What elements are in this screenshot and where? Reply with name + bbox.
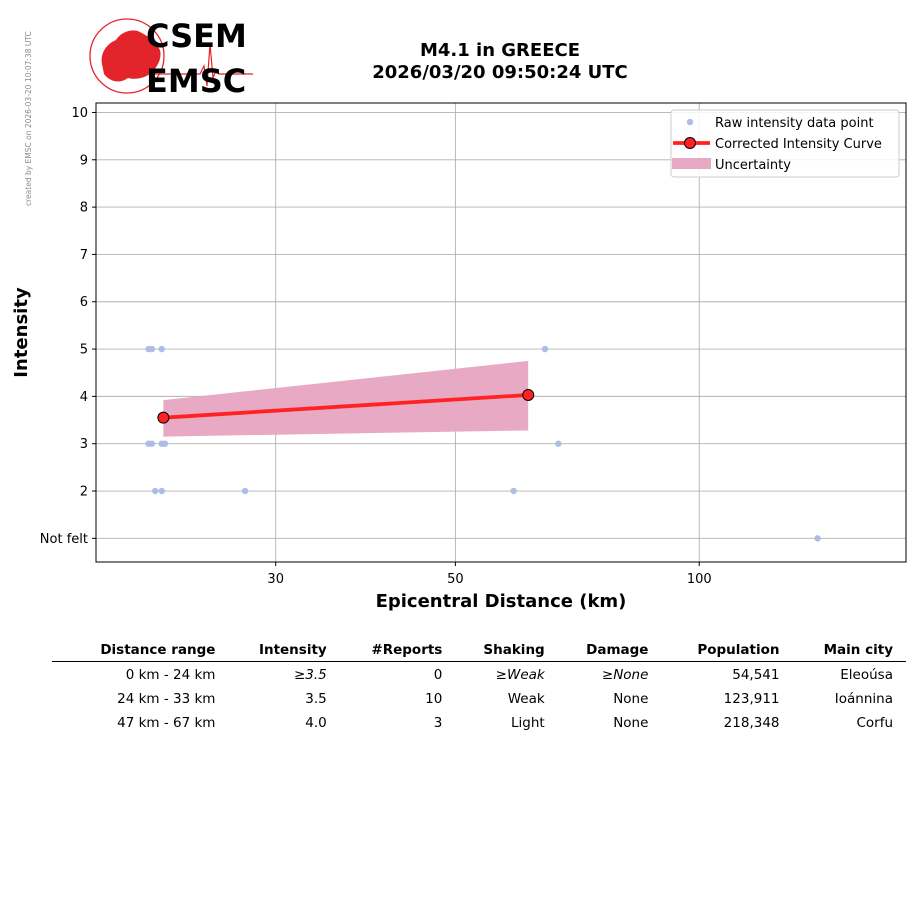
logo-globe-outline [89, 18, 165, 94]
table-cell-distance: 0 km - 24 km [125, 667, 216, 683]
table-cell-intensity: 4.0 [305, 715, 327, 731]
table-cell-damage: None [613, 715, 649, 731]
legend-curve-marker [684, 137, 696, 149]
logo-globe-landmass [101, 30, 161, 82]
raw-intensity-point [158, 487, 165, 495]
table-cell-distance: 24 km - 33 km [117, 691, 216, 707]
table-header-cell: Damage [557, 640, 662, 662]
table-body: 0 km - 24 km ≥3.5 0 ≥Weak ≥None 54,541 Eleoúsa… [52, 662, 906, 735]
logo-text-csem: CSEM [146, 17, 247, 55]
table-row: 24 km - 33 km 3.5 10 Weak None 123,911 Ioánnin… [52, 686, 906, 710]
raw-intensity-point [148, 345, 156, 353]
x-tick-label: 50 [447, 572, 464, 587]
table-cell-shaking: ≥Weak [495, 667, 545, 683]
chart-title-line2: 2026/03/20 09:50:24 UTC [372, 62, 628, 83]
table-header-cell: Main city [792, 640, 906, 662]
raw-intensity-point [161, 440, 169, 447]
logo-seismogram [146, 43, 253, 87]
raw-intensity-point [148, 440, 156, 447]
legend-raw-marker [686, 118, 694, 126]
y-tick-label: 2 [80, 485, 88, 500]
raw-intensity-point [541, 345, 549, 353]
table-cell-reports: 3 [433, 715, 443, 731]
chart-title-line1: M4.1 in GREECE [419, 40, 581, 61]
legend-label-raw: Raw intensity data point [715, 116, 874, 131]
y-tick-label: Not felt [40, 532, 88, 547]
table-header-cell: Shaking [455, 640, 558, 662]
table-cell-intensity: ≥3.5 [293, 667, 327, 683]
uncertainty-band [163, 360, 529, 437]
logo-text-emsc: EMSC [146, 62, 246, 98]
corrected-intensity-curve [163, 393, 529, 420]
table-cell-intensity: 3.5 [305, 691, 327, 707]
csem-emsc-logo: CSEM EMSC [89, 17, 253, 98]
y-axis-label: Intensity [11, 287, 32, 378]
legend-label-curve: Corrected Intensity Curve [715, 137, 882, 152]
raw-intensity-point [241, 487, 249, 495]
y-tick-label: 8 [80, 201, 88, 216]
table-cell-distance: 47 km - 67 km [117, 715, 216, 731]
legend-uncertainty-swatch [672, 158, 711, 169]
x-axis-label: Epicentral Distance (km) [376, 591, 627, 612]
table-cell-city: Eleoúsa [840, 667, 893, 683]
raw-intensity-point [814, 535, 821, 542]
x-tick-label: 100 [687, 572, 712, 587]
y-tick-label: 9 [80, 153, 88, 168]
raw-intensity-point [158, 345, 165, 353]
legend-label-uncertainty: Uncertainty [715, 158, 791, 173]
curve-marker [157, 411, 170, 424]
table-row: 47 km - 67 km 4.0 3 Light None 218,348 Corfu [52, 710, 906, 734]
table-cell-city: Ioánnina [834, 691, 893, 707]
table-cell-shaking: Light [511, 715, 545, 731]
table-cell-population: 123,911 [723, 691, 780, 707]
table-header-cell: Population [661, 640, 793, 662]
legend-box [670, 109, 900, 178]
table-cell-reports: 0 [433, 667, 443, 683]
table-cell-shaking: Weak [507, 691, 545, 707]
raw-intensity-point [510, 487, 517, 495]
table-cell-damage: None [613, 691, 649, 707]
raw-intensity-point [555, 440, 562, 447]
plot-frame [95, 102, 907, 563]
table-cell-population: 218,348 [723, 715, 780, 731]
y-tick-label: 4 [80, 390, 88, 405]
table-header-cell: #Reports [339, 640, 456, 662]
table-header-cell: Distance range [52, 640, 229, 662]
table-cell-population: 54,541 [732, 667, 780, 683]
table-header-cell: Intensity [228, 640, 340, 662]
y-tick-label: 5 [80, 343, 88, 358]
y-tick-label: 6 [80, 295, 88, 310]
y-tick-label: 3 [80, 437, 88, 452]
table-cell-city: Corfu [856, 715, 893, 731]
intensity-summary-table: Distance range Intensity #Reports Shaking Da… [52, 640, 906, 734]
curve-marker [522, 388, 535, 401]
y-tick-label: 10 [71, 106, 88, 121]
table-row: 0 km - 24 km ≥3.5 0 ≥Weak ≥None 54,541 Eleoúsa [52, 662, 906, 687]
y-tick-label: 7 [80, 248, 88, 263]
raw-intensity-point [152, 487, 159, 495]
intensity-distance-chart: 30 50 100 Not felt 2 3 4 5 6 7 8 9 10 Epicentral Dist… [11, 102, 907, 612]
table-header-row: Distance range Intensity #Reports Shaking Da… [52, 640, 906, 662]
x-tick-label: 30 [267, 572, 284, 587]
table-cell-reports: 10 [425, 691, 443, 707]
table-cell-damage: ≥None [601, 667, 649, 683]
